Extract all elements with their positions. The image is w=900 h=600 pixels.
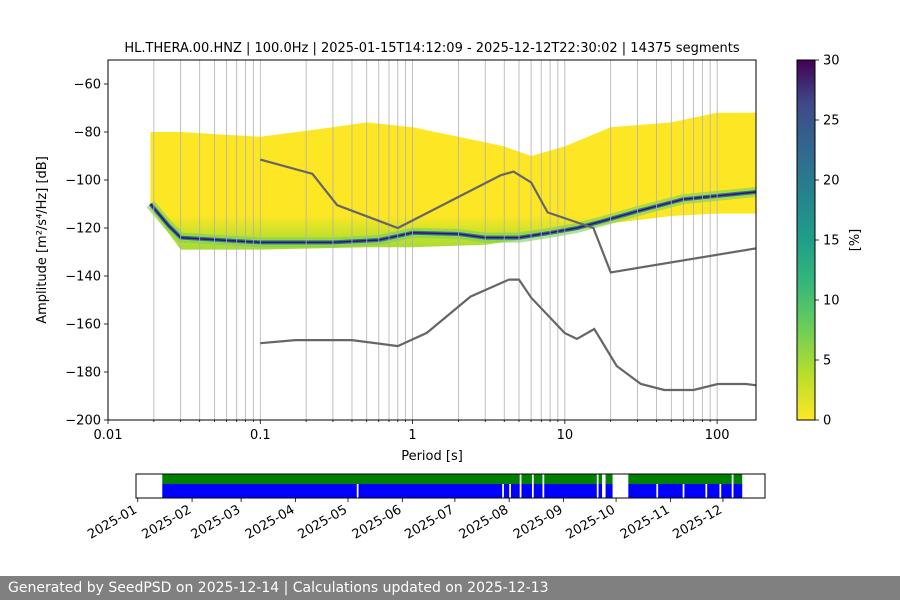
timeline-tick-label: 2025-11 [618,502,673,542]
timeline-tick-label: 2025-05 [295,502,350,542]
low-noise-model-line [260,278,756,392]
y-tick-label: −100 [65,174,101,189]
y-tick-label: −200 [65,414,101,429]
timeline-tick-label: 2025-07 [402,502,457,542]
colorbar-ticks: 0 5 10 15 20 25 30 [815,54,840,429]
footer-status: Generated by SeedPSD on 2025-12-14 | Cal… [0,576,900,600]
timeline-tick-label: 2025-09 [511,502,566,542]
timeline-tick-label: 2025-10 [564,502,619,542]
y-tick-label: −160 [65,318,101,333]
availability-gap [542,474,545,498]
timeline-tick-label: 2025-04 [243,502,298,542]
y-tick-label: −60 [74,78,101,93]
y-axis-label: Amplitude [m²/s⁴/Hz] [dB] [35,156,50,324]
availability-partial-gap [509,484,511,498]
timeline-frame [135,473,766,499]
timeline-tick-label: 2025-01 [85,502,140,542]
availability-gap [612,474,629,498]
availability-partial-gap [502,484,504,498]
y-tick-label: −120 [65,222,101,237]
timeline-tick-label: 2025-08 [457,502,512,542]
data-availability-timeline [162,474,743,498]
availability-gap [731,474,734,498]
x-tick-label: 10 [557,428,574,443]
y-tick-label: −140 [65,270,101,285]
colorbar-tick-label: 30 [823,54,840,69]
colorbar-tick-label: 5 [823,354,831,369]
availability-partial-gap [356,484,359,498]
availability-gap [602,474,606,498]
y-axis-ticks: −60 −80 −100 −120 −140 −160 −180 −200 [65,78,108,429]
y-tick-label: −180 [65,366,101,381]
x-tick-label: 100 [705,428,730,443]
timeline-tick-label: 2025-02 [140,502,195,542]
colorbar-tick-label: 10 [823,294,840,309]
plot-frame [107,59,757,421]
availability-partial-gap [719,484,722,498]
x-tick-label: 0.01 [94,428,123,443]
psd-mode-core [149,191,756,244]
x-tick-label: 0.1 [250,428,271,443]
availability-top-bar [162,474,743,484]
psd-heatmap [146,112,756,250]
chart-title: HL.THERA.00.HNZ | 100.0Hz | 2025-01-15T1… [124,41,739,56]
colorbar-tick-label: 20 [823,174,840,189]
availability-partial-gap [656,484,659,498]
availability-partial-gap [682,484,685,498]
x-grid [107,60,718,420]
noise-model-lines [260,158,756,392]
y-tick-label: −80 [74,126,101,141]
timeline-tick-label: 2025-06 [350,502,405,542]
colorbar-tick-label: 25 [823,114,840,129]
high-noise-model-line [260,158,756,274]
x-axis-ticks: 0.01 0.1 1 10 100 [94,420,730,443]
availability-gap [519,474,522,498]
timeline-tick-label: 2025-12 [670,502,725,542]
figure: HL.THERA.00.HNZ | 100.0Hz | 2025-01-15T1… [35,41,863,543]
x-axis-label: Period [s] [401,449,463,464]
colorbar [796,59,816,421]
colorbar-label: [%] [848,229,863,252]
availability-gap [531,474,534,498]
colorbar-tick-label: 0 [823,414,831,429]
colorbar-tick-label: 15 [823,234,840,249]
x-tick-label: 1 [408,428,416,443]
availability-gap [596,474,599,498]
availability-partial-gap [705,484,708,498]
availability-bottom-bar [162,484,743,498]
timeline-tick-label: 2025-03 [189,502,244,542]
